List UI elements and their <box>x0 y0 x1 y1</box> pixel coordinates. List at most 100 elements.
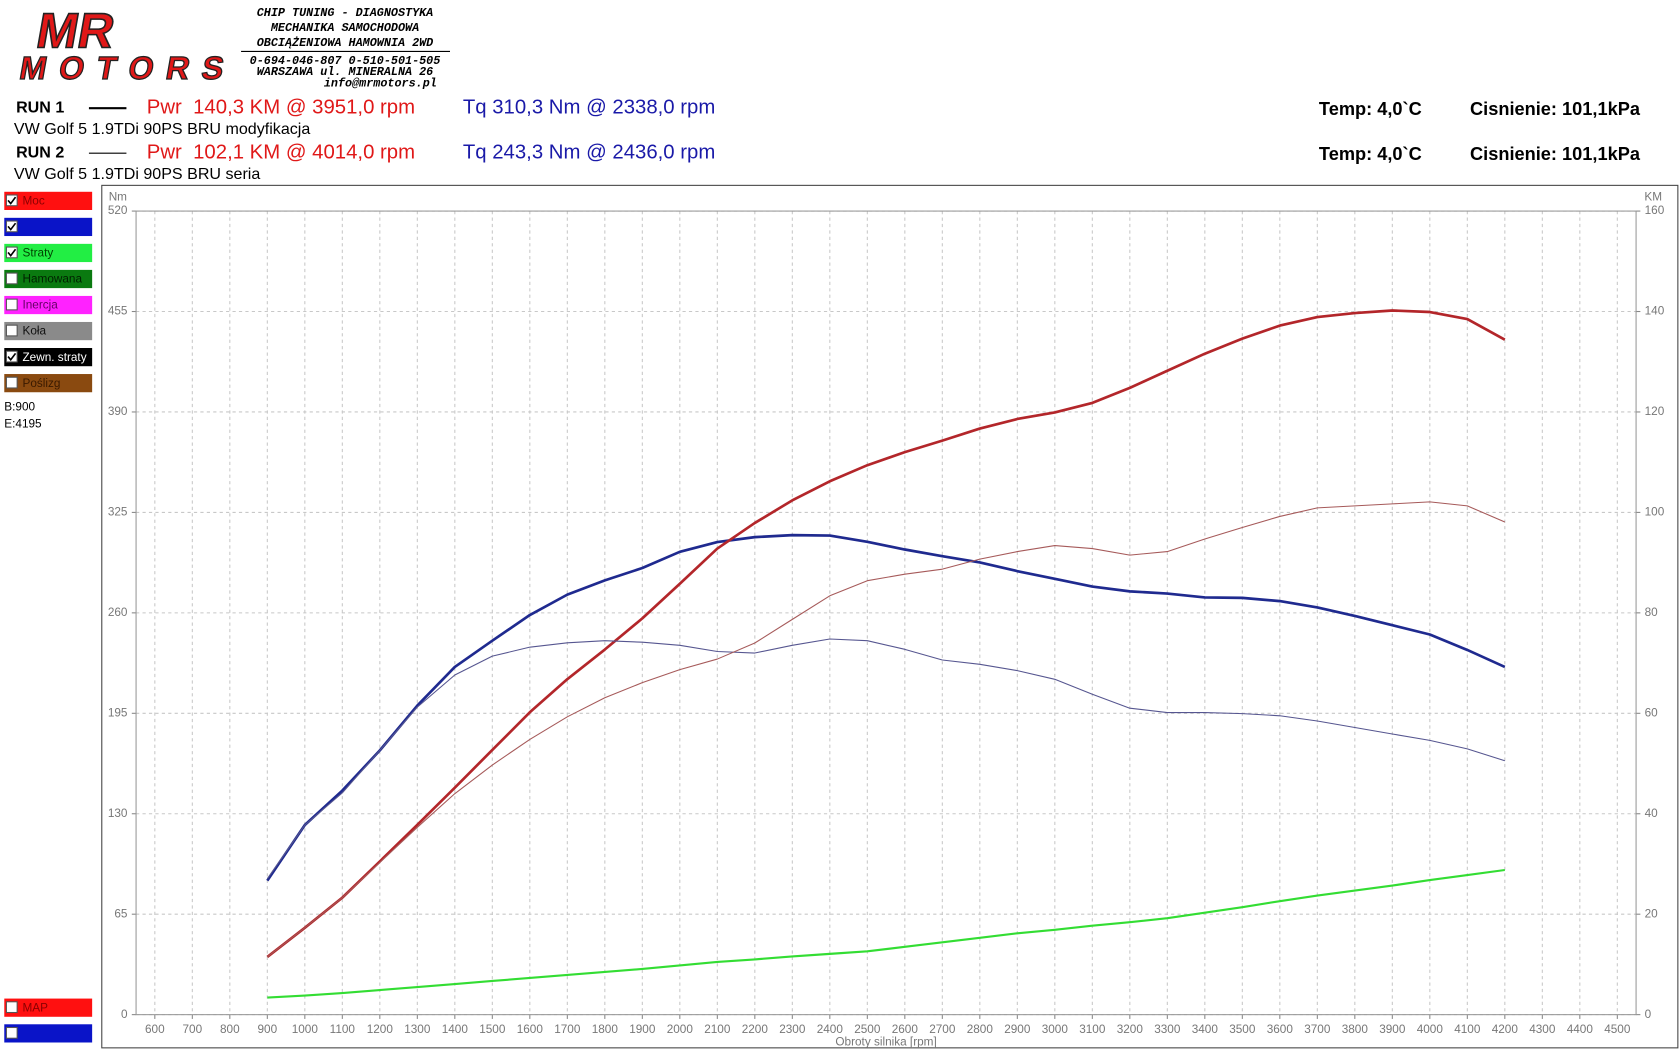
legend-swatch[interactable] <box>4 295 93 315</box>
x-tick-label: 800 <box>220 1023 240 1036</box>
y2-tick-label: 140 <box>1645 305 1665 318</box>
legend-checkbox[interactable] <box>5 324 18 337</box>
y2-tick-label: 40 <box>1645 807 1659 820</box>
legend-swatch[interactable] <box>4 374 93 393</box>
legend-checkbox[interactable] <box>5 1001 18 1014</box>
x-tick-label: 2600 <box>892 1023 919 1036</box>
y2-tick-label: 20 <box>1645 907 1659 920</box>
runs: RUN 1 Pwr 140,3 KM @ 3951,0 rpm Tq 310,3 N… <box>14 97 1641 183</box>
legend-checkbox[interactable] <box>5 220 18 233</box>
x-tick-label: 1400 <box>442 1023 469 1036</box>
x-tick-label: 4100 <box>1454 1023 1481 1036</box>
x-tick-label: 3100 <box>1079 1023 1106 1036</box>
run-car: VW Golf 5 1.9TDi 90PS BRU seria <box>14 165 260 183</box>
legend-swatch[interactable] <box>4 321 93 341</box>
x-tick-label: 3400 <box>1192 1023 1219 1036</box>
legend-checkbox[interactable] <box>5 272 18 285</box>
x-tick-label: 3300 <box>1154 1023 1181 1036</box>
legend-label: Moc <box>23 195 45 208</box>
y2-tick-label: 120 <box>1645 405 1665 418</box>
series-line <box>266 309 1506 958</box>
x-tick-label: 900 <box>258 1023 278 1036</box>
legend-swatch[interactable] <box>4 348 93 367</box>
header-line: OBCIĄŻENIOWA HAMOWNIA 2WD <box>257 36 434 50</box>
header-line: 0-694-046-807 0-510-501-505 <box>250 54 441 68</box>
legend-check <box>7 222 17 231</box>
y-tick-label: 455 <box>108 305 128 318</box>
x-tick-label: 3500 <box>1229 1023 1256 1036</box>
run-temp: Temp: 4,0`C <box>1319 144 1422 164</box>
run-power: Pwr 102,1 KM @ 4014,0 rpm <box>147 142 415 164</box>
legend-checkbox[interactable] <box>5 376 18 389</box>
x-tick-label: 1000 <box>292 1023 319 1036</box>
x-tick-label: 3900 <box>1379 1023 1406 1036</box>
legend-swatch[interactable] <box>4 269 93 289</box>
legend-swatch[interactable] <box>4 217 93 237</box>
run-temp: Temp: 4,0`C <box>1319 99 1422 119</box>
x-tick-label: 1900 <box>629 1023 656 1036</box>
header-line: CHIP TUNING - DIAGNOSTYKA <box>257 6 434 20</box>
x-tick-label: 1800 <box>592 1023 619 1036</box>
x-tick-label: 3200 <box>1117 1023 1144 1036</box>
y-tick-label: 130 <box>108 807 128 820</box>
run-pressure: Cisnienie: 101,1kPa <box>1470 144 1641 164</box>
x-tick-label: 2000 <box>667 1023 694 1036</box>
legend-label: Zewn. straty <box>23 351 87 364</box>
range-begin: B:900 <box>4 400 35 413</box>
chart: 600 700 800 900 1000 1100 1200 1300 1400 1500 1600… <box>108 190 1665 1048</box>
x-tick-label: 3700 <box>1304 1023 1331 1036</box>
y-tick-label: 390 <box>108 405 128 418</box>
legend-checkbox[interactable] <box>5 350 18 363</box>
range-end: E:4195 <box>4 417 42 430</box>
legend-label: Straty <box>23 247 54 260</box>
x-tick-label: 700 <box>183 1023 203 1036</box>
x-tick-label: 1700 <box>554 1023 581 1036</box>
y-axis-label: Nm <box>109 190 127 203</box>
legend-swatch[interactable] <box>4 243 93 263</box>
legend-swatch[interactable] <box>4 1024 93 1043</box>
x-tick-label: 1500 <box>479 1023 506 1036</box>
x-tick-label: 1600 <box>517 1023 544 1036</box>
y-tick-label: 325 <box>108 506 128 519</box>
x-axis-label: Obroty silnika [rpm] <box>835 1036 936 1049</box>
y2-tick-label: 160 <box>1645 204 1665 217</box>
x-tick-label: 1100 <box>330 1023 356 1036</box>
logo: MR MOTORS <box>16 2 227 87</box>
x-tick-label: 2800 <box>967 1023 994 1036</box>
y2-tick-label: 80 <box>1645 606 1659 619</box>
y2-tick-label: 60 <box>1645 706 1659 719</box>
run-torque: Tq 310,3 Nm @ 2338,0 rpm <box>463 97 715 119</box>
legend-checkbox[interactable] <box>5 246 18 259</box>
run-label: RUN 2 <box>16 143 64 161</box>
run-power: Pwr 140,3 KM @ 3951,0 rpm <box>147 97 415 119</box>
chart-panel <box>101 184 1679 1049</box>
x-tick-label: 4000 <box>1417 1023 1444 1036</box>
logo-top: MR <box>33 3 119 59</box>
x-tick-label: 2100 <box>704 1023 731 1036</box>
legend-checkbox[interactable] <box>5 194 18 207</box>
x-tick-label: 2200 <box>742 1023 769 1036</box>
y-tick-label: 195 <box>108 706 128 719</box>
x-tick-label: 2300 <box>779 1023 806 1036</box>
y-tick-label: 0 <box>121 1008 128 1021</box>
x-tick-label: 4300 <box>1529 1023 1556 1036</box>
logo-bottom: MOTORS <box>17 50 227 86</box>
legend-checkbox[interactable] <box>5 298 18 311</box>
x-tick-label: 4500 <box>1604 1023 1631 1036</box>
y-tick-label: 520 <box>108 204 128 217</box>
legend-check <box>7 196 17 205</box>
x-tick-label: 3800 <box>1342 1023 1369 1036</box>
series-line <box>267 868 1505 999</box>
legend-label: Koła <box>23 325 47 338</box>
series-line <box>266 533 1506 882</box>
x-tick-label: 3600 <box>1267 1023 1294 1036</box>
legend-label: MAP <box>23 1001 49 1014</box>
run-label: RUN 1 <box>16 98 64 116</box>
x-tick-label: 3000 <box>1042 1023 1069 1036</box>
legend-swatch[interactable] <box>4 998 93 1017</box>
legend-checkbox[interactable] <box>5 1026 18 1039</box>
series-line <box>266 638 1505 879</box>
x-tick-label: 2900 <box>1004 1023 1031 1036</box>
legend-swatch[interactable] <box>4 191 93 210</box>
